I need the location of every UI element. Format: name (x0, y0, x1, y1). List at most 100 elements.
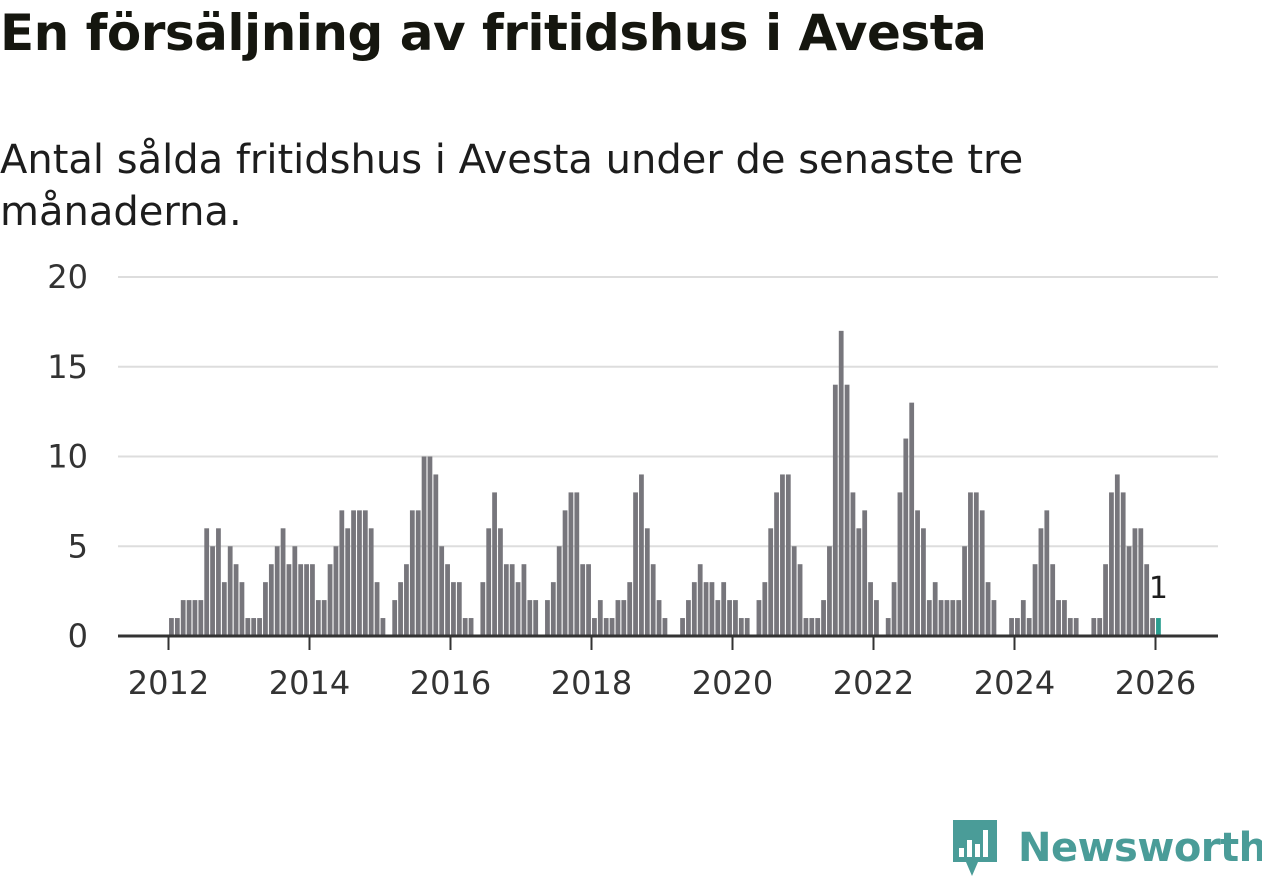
bar (897, 492, 903, 636)
bar (239, 582, 245, 636)
bar (462, 618, 468, 636)
bar (1038, 528, 1044, 636)
bar (1097, 618, 1103, 636)
bar (556, 546, 562, 636)
bar (991, 600, 997, 636)
bar (615, 600, 621, 636)
bar (186, 600, 192, 636)
bar (639, 474, 644, 636)
bar (257, 618, 262, 636)
bar (780, 474, 785, 636)
bar (180, 600, 186, 636)
bar (427, 456, 433, 636)
bar (1126, 546, 1132, 636)
bar (1114, 474, 1120, 636)
bar (838, 330, 844, 636)
bar (421, 456, 427, 636)
bar (1020, 600, 1026, 636)
bar (1144, 564, 1150, 636)
bar (198, 600, 204, 636)
bar (597, 600, 603, 636)
bar (515, 582, 521, 636)
bar (545, 600, 550, 636)
bar (774, 492, 779, 636)
bar (797, 564, 803, 636)
bar (662, 618, 668, 636)
bar (985, 582, 991, 636)
data-labels: 1 (1149, 571, 1168, 606)
bar (1044, 510, 1050, 636)
bar (703, 582, 709, 636)
bar (727, 600, 732, 636)
x-tick-label: 2016 (410, 664, 491, 702)
bar (468, 618, 474, 636)
bar (280, 528, 286, 636)
bar (603, 618, 609, 636)
bar (268, 564, 274, 636)
bar (568, 492, 574, 636)
newsworthy-chart-bubble-icon (953, 820, 997, 876)
bar (633, 492, 638, 636)
bar (909, 402, 915, 636)
bar (850, 492, 856, 636)
bar (298, 564, 304, 636)
newsworthy-logo: Newsworthy (950, 818, 1262, 878)
bar (1120, 492, 1126, 636)
bar (962, 546, 967, 636)
bar (327, 564, 333, 636)
bar-chart: 0 5 10 15 20 2012 2014 2016 2018 2020 2022 2024 202… (47, 258, 1218, 702)
bar (815, 618, 821, 636)
bar (1062, 600, 1067, 636)
bar (1073, 618, 1079, 636)
bar (1009, 618, 1014, 636)
bar (697, 564, 703, 636)
bar (533, 600, 539, 636)
bar (404, 564, 409, 636)
bar (932, 582, 938, 636)
bar (380, 618, 386, 636)
bar (274, 546, 280, 636)
bar (245, 618, 251, 636)
bar (680, 618, 685, 636)
bar (768, 528, 774, 636)
bar (621, 600, 627, 636)
bar (433, 474, 439, 636)
latest-value-label: 1 (1149, 571, 1168, 606)
bar (1032, 564, 1038, 636)
bar (656, 600, 662, 636)
bar (251, 618, 257, 636)
bar (1091, 618, 1097, 636)
bar (715, 600, 721, 636)
bar (915, 510, 920, 636)
bar-highlight (1156, 618, 1161, 636)
bar (1150, 618, 1155, 636)
bar (844, 384, 850, 636)
y-tick-label: 20 (47, 258, 88, 296)
bar (409, 510, 415, 636)
bar (445, 564, 450, 636)
bar (304, 564, 309, 636)
bar (216, 528, 221, 636)
bar (926, 600, 932, 636)
bar (891, 582, 897, 636)
bar (345, 528, 351, 636)
chart-subtitle: Antal sålda fritidshus i Avesta under de… (0, 137, 1024, 235)
x-tick-label: 2022 (833, 664, 914, 702)
bar (1067, 618, 1073, 636)
bar (321, 600, 327, 636)
y-tick-label: 0 (68, 617, 88, 655)
bar (874, 600, 879, 636)
bar (574, 492, 580, 636)
bar (1026, 618, 1032, 636)
bar (521, 564, 527, 636)
bar (580, 564, 586, 636)
x-tick-label: 2026 (1115, 664, 1196, 702)
bar (650, 564, 656, 636)
bar (174, 618, 180, 636)
bar (592, 618, 597, 636)
bar (1015, 618, 1020, 636)
x-tick-label: 2012 (128, 664, 209, 702)
newsworthy-wordmark: Newsworthy (1018, 825, 1262, 871)
bar (480, 582, 486, 636)
bar (944, 600, 950, 636)
